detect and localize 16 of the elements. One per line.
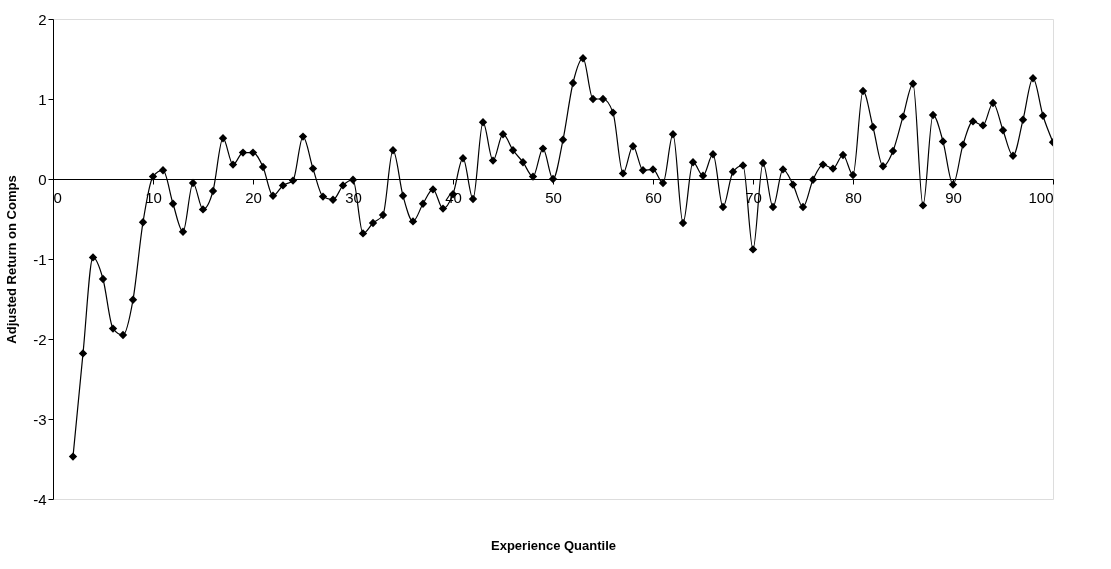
x-tick-label: 20: [245, 188, 262, 206]
y-tick-label: 2: [38, 10, 47, 28]
x-axis-title: Experience Quantile: [491, 537, 616, 553]
y-tick-label: -1: [33, 250, 47, 268]
x-tick-label: 100: [1028, 188, 1054, 206]
y-tick-label: -2: [33, 330, 47, 348]
y-axis-title: Adjusted Return on Comps: [4, 175, 20, 344]
y-tick-label: -3: [33, 410, 47, 428]
x-tick-label: 60: [645, 188, 662, 206]
x-tick-label: 80: [845, 188, 862, 206]
x-tick-label: 0: [53, 188, 62, 206]
y-tick-label: 1: [38, 90, 47, 108]
x-tick-label: 90: [945, 188, 962, 206]
y-tick-label: -4: [33, 490, 47, 508]
x-tick-label: 50: [545, 188, 562, 206]
y-tick-label: 0: [38, 170, 47, 188]
